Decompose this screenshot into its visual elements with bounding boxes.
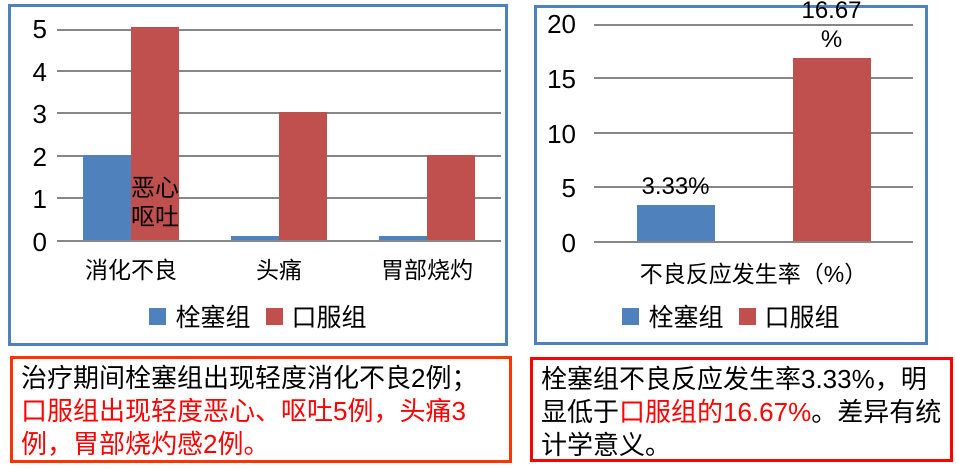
legend-entry-口服组: 口服组 [738,298,840,334]
note-text-segment: 治疗期间栓塞组出现轻度消化不良2例； [21,363,478,393]
y-axis-tick-label: 10 [547,118,576,149]
adverse-events-rate-chart: 0 5 10 15 20 不良反应发生率（%） 3.33% 16.67 % 栓塞组 口服组 [534,0,928,345]
gridline [57,69,501,72]
legend-label: 口服组 [291,304,367,332]
bar-口服组-消化不良 [131,27,179,240]
bar-栓塞组-头痛 [231,235,279,240]
gridline [57,29,501,31]
legend-swatch-icon [622,307,640,325]
note-text-segment: 。差异有统计学意义。 [541,397,942,460]
bar-栓塞组-胃部烧灼 [379,235,427,240]
legend-label: 口服组 [764,304,840,332]
bar-data-label: 3.33% [641,172,710,200]
left-chart-plot-area: 0 1 2 3 4 5 消化不良 头痛 胃部烧灼 恶心 呕吐 [33,14,501,283]
gridline [594,241,913,243]
bar-annotation: 恶心 呕吐 [131,175,179,231]
gridline [594,24,913,26]
bar-口服组-头痛 [279,112,327,240]
legend-entry-栓塞组: 栓塞组 [622,298,724,334]
y-axis-tick-label: 15 [547,63,576,94]
gridline [594,186,913,189]
y-axis-tick-label: 5 [32,14,47,44]
y-axis-tick-label: 3 [32,99,47,130]
legend-label: 栓塞组 [175,304,251,332]
x-axis-label: 不良反应发生率（%） [639,261,868,287]
bar-口服组-不良反应发生率（%） [792,58,871,241]
y-axis-tick-label: 20 [547,9,576,39]
bar-栓塞组-不良反应发生率（%） [636,204,715,241]
gridline [594,76,913,79]
x-axis-label: 头痛 [256,257,302,283]
y-axis-tick-label: 0 [32,227,47,257]
legend-swatch-icon [738,307,756,325]
y-axis-tick-label: 4 [32,56,47,87]
right-chart-plot-area: 0 5 10 15 20 不良反应发生率（%） 3.33% 16.67 % [547,0,913,287]
left-note-box: 治疗期间栓塞组出现轻度消化不良2例；口服组出现轻度恶心、呕吐5例，头痛3例，胃部… [10,356,512,463]
right-chart-legend: 栓塞组 口服组 [537,298,925,334]
bar-口服组-胃部烧灼 [427,154,475,240]
gridline [57,240,501,242]
y-axis-tick-label: 1 [32,184,47,215]
y-axis-tick-label: 5 [561,173,576,204]
bar-data-label: 16.67 % [801,0,862,54]
left-chart-legend: 栓塞组 口服组 [11,298,505,334]
bar-栓塞组-消化不良 [83,154,131,240]
legend-swatch-icon [265,307,283,325]
y-axis-tick-label: 0 [561,228,576,258]
x-axis-label: 胃部烧灼 [381,257,473,283]
legend-entry-栓塞组: 栓塞组 [149,298,251,334]
gridline [594,131,913,134]
y-axis-tick-label: 2 [32,141,47,172]
legend-label: 栓塞组 [648,304,724,332]
note-text-segment: 口服组出现轻度恶心、呕吐5例，头痛3例，胃部烧灼感2例。 [21,396,466,459]
legend-entry-口服组: 口服组 [265,298,367,334]
x-axis-label: 消化不良 [85,257,177,283]
right-note-box: 栓塞组不良反应发生率3.33%，明显低于口服组的16.67%。差异有统计学意义。 [530,357,953,462]
legend-swatch-icon [149,307,167,325]
note-text-segment: 栓塞组不良反应发生率3.33%，明显低于 [541,364,927,427]
note-text-segment: 口服组的16.67% [619,397,812,427]
adverse-events-count-chart: 0 1 2 3 4 5 消化不良 头痛 胃部烧灼 恶心 呕吐 栓塞组 口服组 [8,4,508,346]
